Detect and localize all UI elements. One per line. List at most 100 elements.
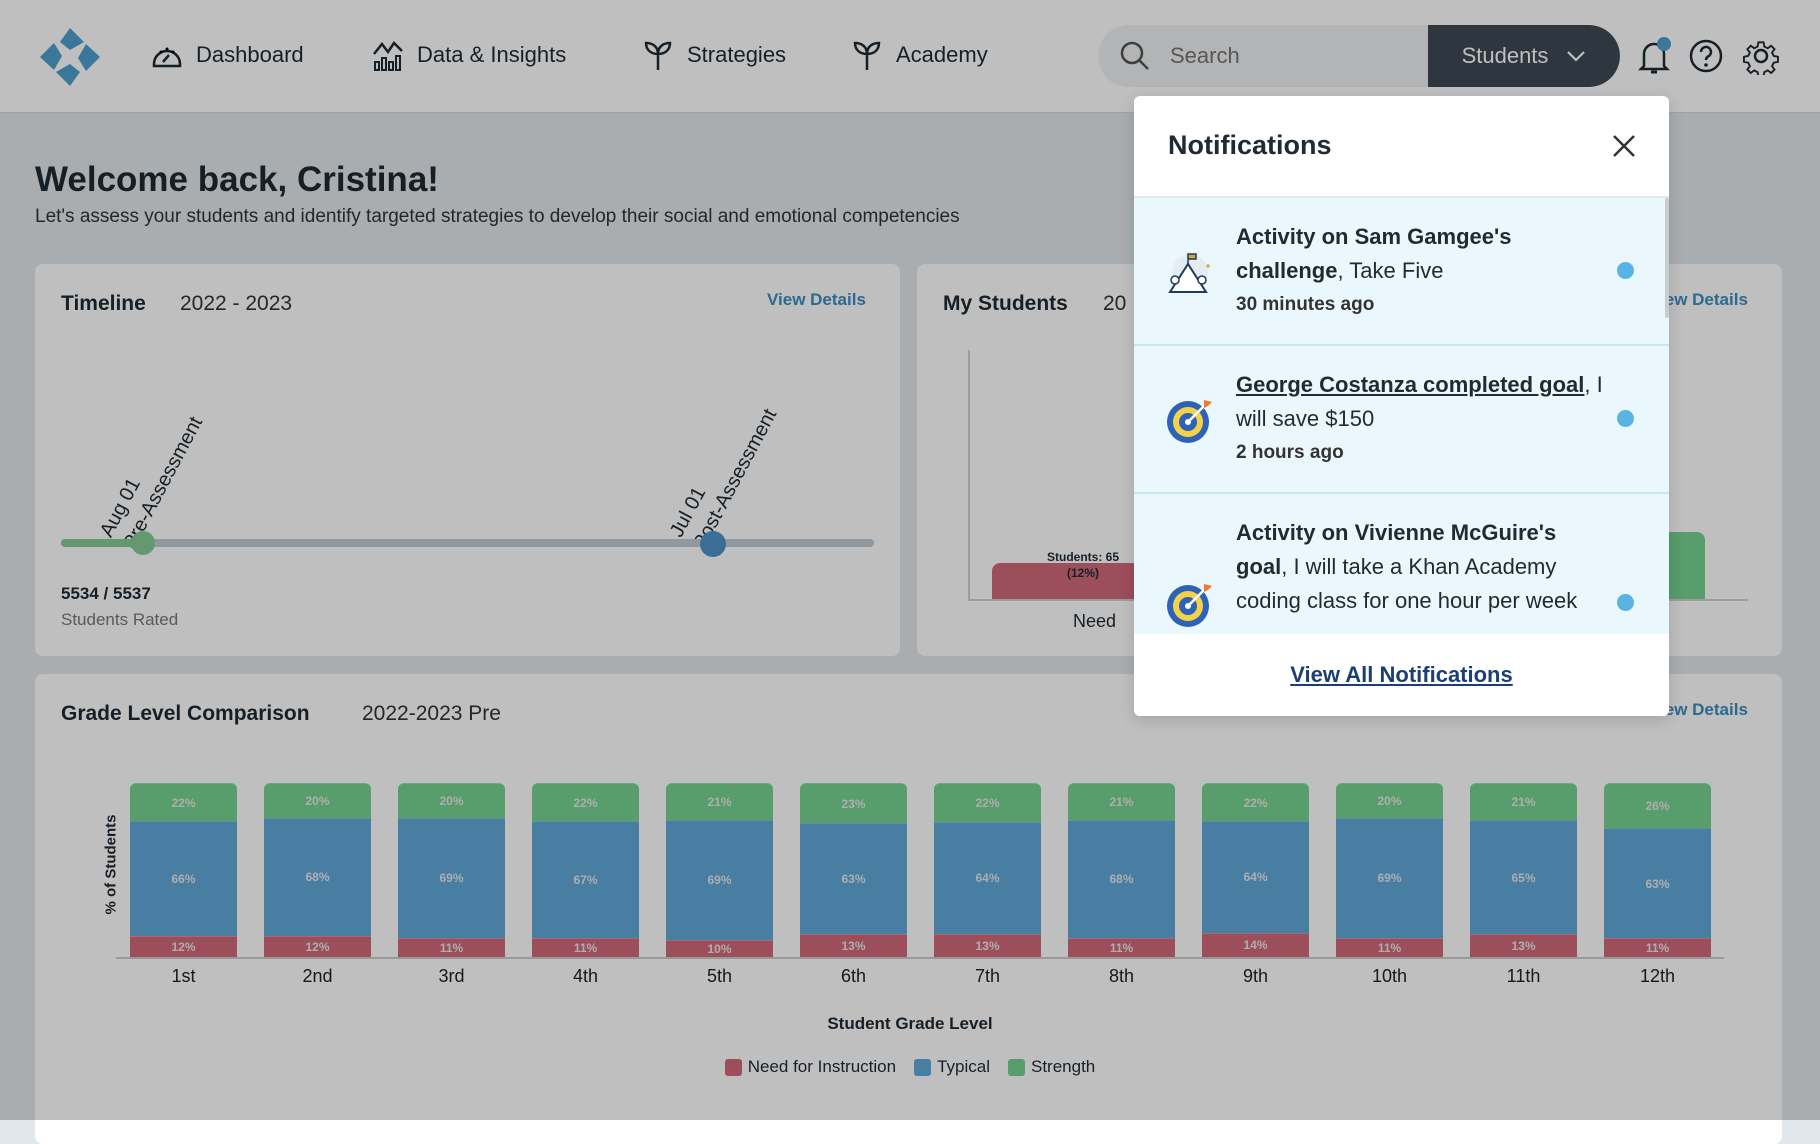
x-tick-label: 5th (706, 966, 733, 986)
bar-segment-strength[interactable]: 20% (398, 783, 505, 818)
bar-segment-need-for-instruction[interactable]: 11% (1336, 937, 1443, 957)
bar-segment-need-for-instruction[interactable]: 11% (398, 937, 505, 957)
bar-segment-typical[interactable]: 64% (1202, 821, 1309, 933)
bar-segment-need-for-instruction[interactable]: 12% (130, 936, 237, 957)
unread-badge (1657, 37, 1671, 51)
my-students-title: My Students (943, 292, 1068, 315)
target-icon (1167, 400, 1212, 443)
nav-label: Data & Insights (417, 42, 567, 67)
timeline-title: Timeline (61, 292, 146, 315)
target-icon (1167, 584, 1212, 627)
bar-segment-typical[interactable]: 65% (1470, 819, 1577, 935)
mountain-flag-icon (1168, 253, 1210, 293)
grade-title: Grade Level Comparison (61, 702, 310, 725)
help-icon[interactable] (1688, 38, 1724, 74)
bar-segment-strength[interactable]: 26% (1604, 783, 1711, 829)
bar-segment-strength[interactable]: 22% (1202, 783, 1309, 822)
need-bar-label: Students: 65 (12%) (1047, 550, 1120, 580)
legend-item[interactable]: Strength (1008, 1057, 1095, 1077)
y-axis (968, 350, 970, 600)
grade-view-details-link[interactable]: View Details (1649, 700, 1748, 719)
notifications-title: Notifications (1168, 130, 1332, 160)
scrollbar[interactable] (1665, 198, 1669, 318)
grade-period: 2022-2023 Pre (362, 702, 501, 725)
bar-segment-need-for-instruction[interactable]: 13% (1470, 934, 1577, 957)
view-all-notifications-link[interactable]: View All Notifications (1290, 662, 1513, 687)
bar-segment-typical[interactable]: 69% (398, 817, 505, 938)
notification-text: George Costanza completed goal, I will s… (1236, 372, 1603, 463)
bar-segment-need-for-instruction[interactable]: 11% (1068, 937, 1175, 957)
notification-list[interactable]: Activity on Sam Gamgee's challenge, Take… (1134, 198, 1669, 634)
bar-segment-typical[interactable]: 68% (264, 817, 371, 937)
page-title: Welcome back, Cristina! (35, 160, 439, 199)
my-students-view-details-link[interactable]: View Details (1649, 290, 1748, 309)
bar-segment-typical[interactable]: 63% (1604, 828, 1711, 938)
bar-segment-need-for-instruction[interactable]: 11% (1604, 937, 1711, 957)
legend-swatch (914, 1058, 932, 1076)
bar-segment-strength[interactable]: 22% (532, 783, 639, 822)
bar-segment-strength[interactable]: 21% (1470, 783, 1577, 820)
milestone-marker-pre[interactable] (131, 531, 155, 555)
x-tick-label: 3rd (438, 966, 465, 986)
x-tick-label: 12th (1639, 966, 1676, 986)
search-bar: Students (1098, 25, 1620, 87)
bar-segment-need-for-instruction[interactable]: 10% (666, 939, 773, 957)
nav-data-insights[interactable]: Data & Insights (371, 38, 566, 72)
page-subtitle: Let's assess your students and identify … (35, 206, 960, 227)
bar-segment-typical[interactable]: 63% (800, 823, 907, 935)
bell-icon[interactable] (1636, 36, 1674, 76)
gear-icon[interactable] (1742, 37, 1780, 75)
bar-segment-typical[interactable]: 68% (1068, 819, 1175, 938)
bar-segment-strength[interactable]: 20% (264, 783, 371, 818)
legend-swatch (1008, 1058, 1025, 1076)
notification-item[interactable]: Activity on Vivienne McGuire's goal, I w… (1134, 494, 1669, 634)
chart-legend: Need for Instruction Typical Strength (0, 1057, 1820, 1077)
bar-segment-need-for-instruction[interactable]: 13% (800, 934, 907, 957)
app-logo[interactable] (40, 28, 100, 86)
nav-strategies[interactable]: Strategies (641, 38, 786, 72)
bar-segment-typical[interactable]: 67% (532, 821, 639, 938)
search-scope-dropdown[interactable]: Students (1428, 25, 1620, 87)
notification-item[interactable]: Activity on Sam Gamgee's challenge, Take… (1134, 198, 1669, 346)
nav-label: Strategies (687, 42, 787, 67)
bar-segment-strength[interactable]: 20% (1336, 783, 1443, 818)
unread-dot (1617, 410, 1634, 427)
x-tick-label: 7th (974, 966, 1001, 986)
grade-level-chart: % of Students Student Grade Level Need f… (0, 783, 1820, 1077)
bar-segment-strength[interactable]: 21% (1068, 783, 1175, 820)
bar-segment-need-for-instruction[interactable]: 11% (532, 937, 639, 957)
nav-academy[interactable]: Academy (850, 38, 988, 72)
x-tick-label: 9th (1242, 966, 1269, 986)
x-tick-label: 10th (1371, 966, 1408, 986)
notifications-panel: Notifications Activity on Sam Gamgee's c… (1134, 96, 1669, 716)
bar-segment-need-for-instruction[interactable]: 14% (1202, 932, 1309, 957)
bar-segment-strength[interactable]: 22% (130, 783, 237, 822)
bar-segment-typical[interactable]: 66% (130, 821, 237, 937)
bar-segment-need-for-instruction[interactable]: 12% (264, 936, 371, 957)
timeline-view-details-link[interactable]: View Details (767, 290, 866, 309)
close-icon[interactable] (1612, 134, 1636, 158)
bar-segment-typical[interactable]: 64% (934, 821, 1041, 935)
bar-segment-typical[interactable]: 69% (1336, 817, 1443, 938)
legend-item[interactable]: Need for Instruction (724, 1057, 896, 1077)
search-input[interactable] (1170, 43, 1400, 69)
nav-label: Academy (896, 42, 988, 67)
nav-dashboard[interactable]: Dashboard (150, 38, 304, 72)
bar-segment-strength[interactable]: 21% (666, 783, 773, 820)
timeline-year: 2022 - 2023 (180, 292, 293, 315)
search-icon[interactable] (1118, 39, 1152, 73)
students-rated-label: Students Rated (61, 610, 179, 629)
legend-item[interactable]: Typical (914, 1057, 990, 1077)
unread-dot (1617, 594, 1634, 611)
timeline-progress (61, 539, 143, 547)
bar-segment-strength[interactable]: 22% (934, 783, 1041, 822)
top-nav-bar: Dashboard Data & Insights Strategies Aca… (0, 0, 1820, 113)
bar-segment-need-for-instruction[interactable]: 13% (934, 934, 1041, 957)
notification-item[interactable]: George Costanza completed goal, I will s… (1134, 346, 1669, 494)
bar-segment-typical[interactable]: 69% (666, 819, 773, 940)
sprout-icon (644, 41, 672, 70)
milestone-marker-post[interactable] (700, 531, 726, 557)
legend-swatch (724, 1058, 742, 1076)
need-axis-label: Need (1073, 611, 1117, 631)
bar-segment-strength[interactable]: 23% (800, 783, 907, 824)
